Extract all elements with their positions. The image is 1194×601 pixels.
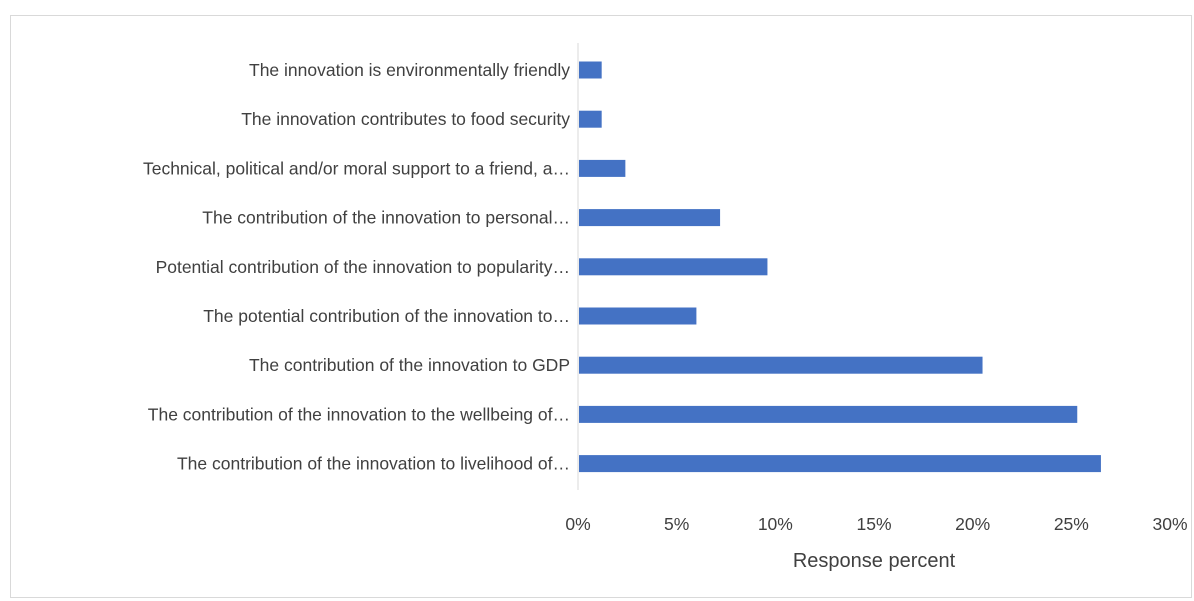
x-tick-label: 30% <box>1152 514 1187 534</box>
bar <box>579 258 768 276</box>
x-tick-label: 10% <box>758 514 793 534</box>
category-label: The contribution of the innovation to pe… <box>202 208 570 228</box>
x-tick-labels: 0% 5% 10% 15% 20% 25% 30% <box>565 514 1187 534</box>
category-labels: The innovation is environmentally friend… <box>143 60 570 474</box>
x-tick-label: 15% <box>856 514 891 534</box>
category-label: The contribution of the innovation to th… <box>148 404 570 424</box>
x-tick-label: 20% <box>955 514 990 534</box>
bar <box>579 110 602 128</box>
x-axis-title: Response percent <box>793 550 956 572</box>
bar <box>579 159 626 177</box>
category-label: The contribution of the innovation to li… <box>177 454 570 474</box>
bar <box>579 405 1078 423</box>
category-label: The innovation contributes to food secur… <box>241 109 570 129</box>
x-tick-label: 5% <box>664 514 689 534</box>
category-label: Potential contribution of the innovation… <box>156 257 570 277</box>
x-tick-label: 0% <box>565 514 590 534</box>
bar <box>579 356 983 374</box>
bars-group <box>579 61 1101 473</box>
category-label: The innovation is environmentally friend… <box>249 60 570 80</box>
category-label: Technical, political and/or moral suppor… <box>143 158 570 178</box>
bar <box>579 455 1101 473</box>
x-tick-label: 25% <box>1054 514 1089 534</box>
bar <box>579 61 602 79</box>
category-label: The potential contribution of the innova… <box>203 306 570 326</box>
bar <box>579 307 697 325</box>
bar <box>579 209 721 227</box>
category-label: The contribution of the innovation to GD… <box>249 355 570 375</box>
